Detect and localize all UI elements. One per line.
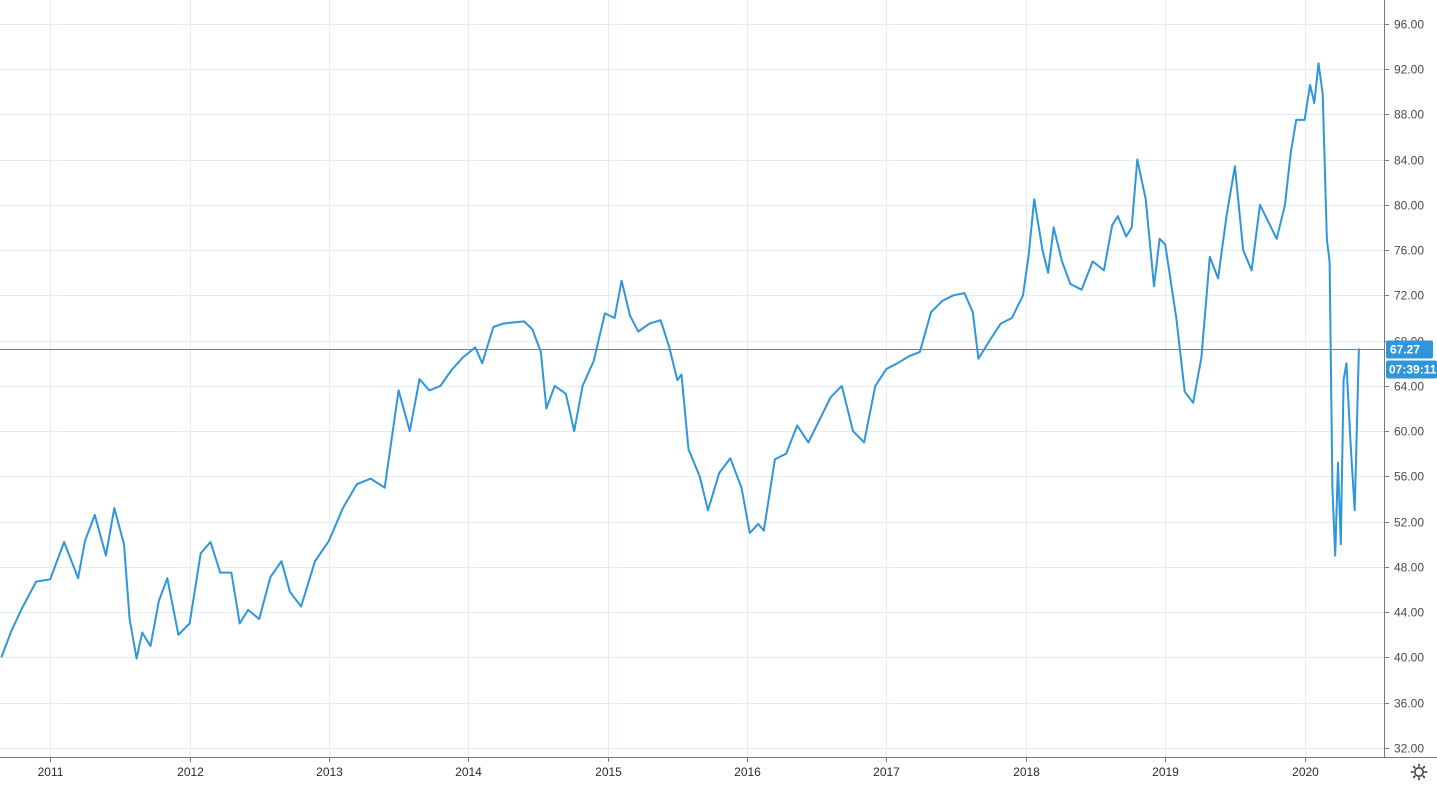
time-tick-label: 2013 [316, 765, 343, 779]
price-tick-label: 76.00 [1394, 244, 1424, 258]
time-tick-label: 2018 [1013, 765, 1040, 779]
price-tick-label: 96.00 [1394, 18, 1424, 32]
time-tick-label: 2017 [873, 765, 900, 779]
price-series-line [0, 62, 1360, 660]
price-tick-label: 40.00 [1394, 651, 1424, 665]
price-tick-label: 80.00 [1394, 199, 1424, 213]
price-tick-label: 32.00 [1394, 742, 1424, 756]
countdown-label: 07:39:11 [1389, 363, 1437, 377]
price-tick-label: 72.00 [1394, 289, 1424, 303]
price-tick-label: 60.00 [1394, 425, 1424, 439]
price-tick-label: 64.00 [1394, 380, 1424, 394]
price-tick-label: 44.00 [1394, 606, 1424, 620]
price-tick-label: 92.00 [1394, 63, 1424, 77]
time-tick-label: 2012 [177, 765, 204, 779]
price-tick-label: 84.00 [1394, 154, 1424, 168]
last-price-badge [1386, 340, 1433, 359]
time-tick-label: 2014 [455, 765, 482, 779]
price-tick-label: 52.00 [1394, 516, 1424, 530]
last-price-label: 67.27 [1390, 343, 1420, 357]
price-tick-label: 56.00 [1394, 470, 1424, 484]
gear-icon[interactable] [1410, 763, 1428, 781]
time-tick-label: 2016 [734, 765, 761, 779]
price-tick-label: 36.00 [1394, 697, 1424, 711]
time-tick-label: 2020 [1292, 765, 1319, 779]
series-layer [0, 62, 1360, 660]
chart-grid [0, 0, 1384, 757]
price-tick-label: 88.00 [1394, 108, 1424, 122]
time-tick-label: 2015 [595, 765, 622, 779]
countdown-badge [1386, 360, 1437, 379]
price-badges: 67.27 07:39:11 [1386, 340, 1437, 379]
time-tick-label: 2019 [1152, 765, 1179, 779]
time-tick-label: 2011 [38, 765, 64, 779]
time-axis[interactable]: 2011 2012 2013 2014 2015 2016 2017 2018 2019 2020 [38, 757, 1320, 779]
price-axis[interactable]: 32.00 36.00 40.00 44.00 48.00 52.00 56.00 60.00… [1384, 18, 1424, 756]
price-tick-label: 48.00 [1394, 561, 1424, 575]
